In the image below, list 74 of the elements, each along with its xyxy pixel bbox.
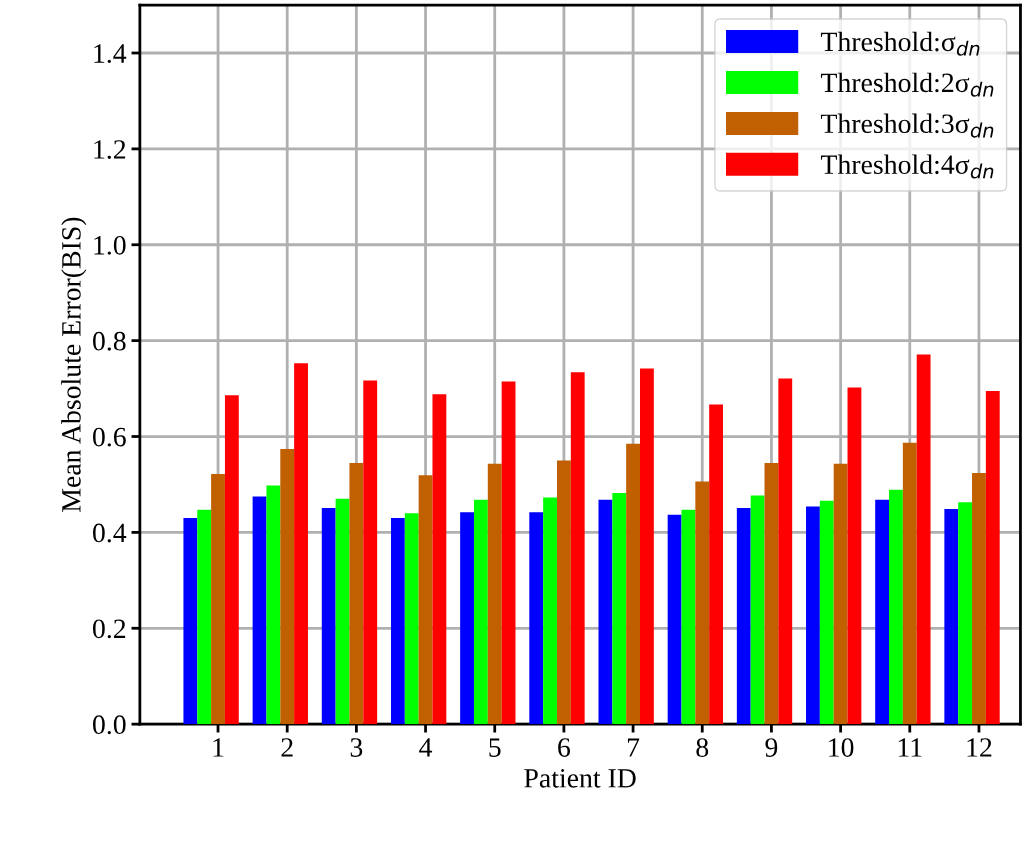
bar	[598, 499, 613, 725]
x-tick-label: 10	[829, 738, 854, 757]
bar	[750, 495, 765, 725]
bar	[363, 380, 378, 725]
bar	[916, 354, 931, 725]
bar	[556, 460, 571, 725]
bar	[626, 443, 640, 725]
bar	[460, 512, 474, 725]
x-tick-label: 11	[898, 738, 922, 757]
x-axis-title: Patient ID	[524, 768, 636, 788]
legend-label: Threshold:4σ$_{dn}$	[820, 154, 994, 179]
x-tick-label: 8	[696, 738, 709, 757]
bar	[612, 493, 627, 725]
x-tick-label: 2	[281, 738, 293, 757]
y-axis-title: Mean Absolute Error(BIS)	[61, 217, 87, 512]
bar	[764, 462, 779, 725]
bar	[321, 507, 336, 725]
legend-label: Threshold:σ$_{dn}$	[820, 31, 980, 56]
bar	[944, 508, 959, 725]
bar	[473, 499, 488, 725]
bar	[266, 485, 281, 725]
bar	[695, 481, 710, 725]
y-tick-label: 0.2	[93, 619, 126, 639]
bar	[709, 404, 724, 725]
legend-label: Threshold:3σ$_{dn}$	[820, 113, 994, 138]
bar	[211, 473, 225, 725]
bar	[819, 500, 834, 725]
bar	[487, 463, 502, 725]
y-tick-label: 0.0	[93, 715, 126, 735]
bar	[501, 381, 516, 725]
bar	[349, 462, 364, 725]
x-tick-label: 1	[213, 738, 224, 757]
y-tick-label: 0.8	[93, 331, 126, 351]
bar	[280, 448, 295, 725]
bar	[972, 472, 986, 725]
bar	[252, 496, 267, 725]
bar	[985, 390, 1000, 725]
bar	[833, 463, 848, 725]
bar	[390, 518, 405, 725]
bar	[736, 507, 751, 725]
bar	[432, 394, 447, 725]
bar	[404, 513, 419, 725]
y-tick-label: 1.2	[94, 140, 126, 159]
bar	[529, 512, 544, 725]
bar	[778, 378, 793, 725]
y-tick-label: 1.0	[94, 235, 126, 255]
bar	[197, 509, 212, 725]
bar	[418, 475, 433, 725]
bar	[902, 442, 917, 725]
bar	[183, 518, 198, 725]
x-tick-label: 7	[627, 738, 640, 757]
bar	[667, 514, 682, 725]
x-tick-label: 5	[489, 738, 501, 757]
x-tick-label: 3	[350, 738, 363, 757]
bar	[335, 498, 350, 725]
bar	[806, 506, 820, 725]
bar	[875, 499, 890, 725]
bar	[889, 489, 903, 725]
y-tick-label: 0.4	[93, 523, 127, 543]
bar	[958, 502, 973, 725]
bar	[640, 368, 654, 725]
y-tick-label: 0.6	[93, 427, 126, 447]
x-tick-label: 6	[558, 738, 571, 757]
x-tick-label: 9	[765, 738, 778, 757]
bar	[543, 497, 557, 725]
bar	[570, 372, 585, 725]
bar	[681, 509, 696, 725]
legend-label: Threshold:2σ$_{dn}$	[820, 72, 994, 97]
bar	[224, 395, 239, 725]
bar	[847, 387, 862, 725]
x-tick-label: 12	[967, 738, 992, 757]
bar	[294, 363, 308, 725]
y-tick-label: 1.4	[94, 44, 127, 64]
x-tick-label: 4	[419, 738, 433, 757]
